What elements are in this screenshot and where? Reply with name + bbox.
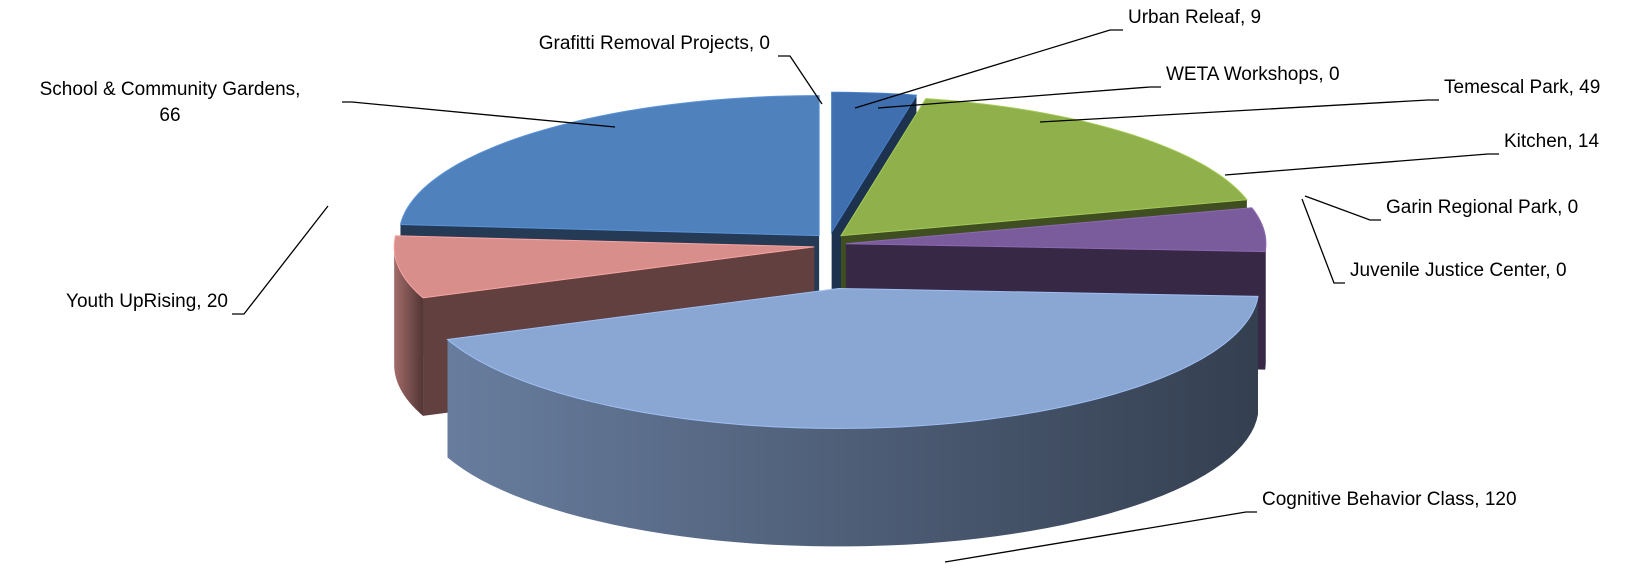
leader-line	[1301, 198, 1345, 284]
data-label: Temescal Park, 49	[1444, 77, 1601, 98]
data-label: Urban Releaf, 9	[1128, 7, 1262, 28]
data-label: Grafitti Removal Projects, 0	[538, 33, 770, 54]
slice-wall	[447, 296, 1258, 547]
leader-line	[1304, 195, 1381, 221]
data-label: Youth UpRising, 20	[66, 291, 228, 312]
slice	[840, 98, 1248, 237]
data-label: Kitchen, 14	[1504, 131, 1600, 152]
slice-wall	[394, 246, 424, 416]
leader-line	[854, 29, 1123, 109]
leader-line	[778, 55, 823, 105]
leader-line	[944, 511, 1257, 563]
leader-line	[877, 86, 1161, 109]
leader-line	[342, 101, 616, 128]
leader-line	[232, 205, 329, 315]
slice-wall	[1265, 243, 1266, 370]
data-label: Garin Regional Park, 0	[1386, 197, 1579, 218]
data-label: Cognitive Behavior Class, 120	[1262, 489, 1517, 510]
data-label: School & Community Gardens, 66	[39, 79, 301, 126]
slice	[446, 287, 1259, 429]
slice	[399, 95, 820, 237]
data-label: Juvenile Justice Center, 0	[1350, 260, 1567, 281]
slice	[831, 91, 918, 235]
leader-line	[1039, 99, 1439, 123]
slice	[845, 207, 1267, 253]
slice	[393, 235, 815, 299]
leader-line	[1224, 153, 1499, 176]
data-label: WETA Workshops, 0	[1166, 64, 1340, 85]
